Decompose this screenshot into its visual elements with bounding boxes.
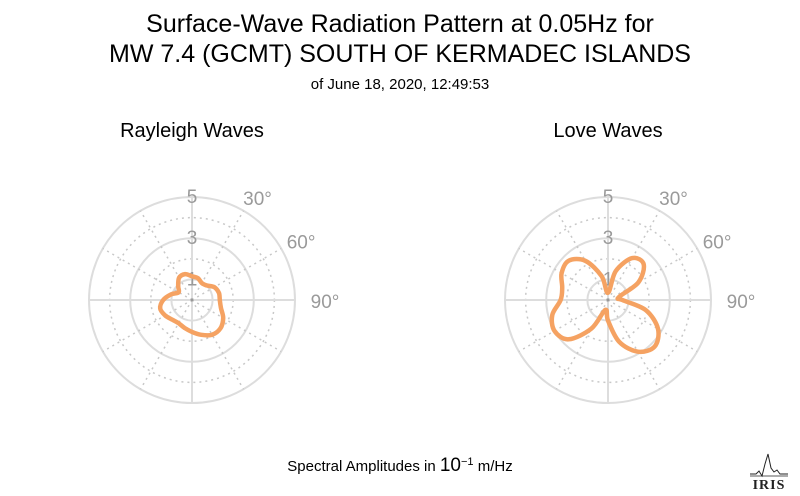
- spoke-150: [607, 299, 661, 390]
- iris-logo-text: IRIS: [753, 478, 786, 492]
- center-point: [190, 298, 194, 302]
- rayleigh-panel-title: Rayleigh Waves: [120, 120, 264, 142]
- spoke-330: [139, 210, 193, 301]
- radial-tick-label-5: 5: [603, 187, 614, 208]
- caption-unit: m/Hz: [473, 458, 513, 475]
- spoke-210: [139, 299, 193, 390]
- rayleigh-polar-chart: 1 3 5 30° 60° 90°: [88, 187, 339, 404]
- spoke-30: [607, 210, 661, 301]
- spoke-150: [191, 299, 245, 390]
- radiation-pattern-line: [157, 271, 226, 338]
- angle-label-60: 60°: [287, 233, 316, 254]
- amplitude-units-caption: Spectral Amplitudes in 10−1 m/Hz: [0, 455, 800, 477]
- love-polar-chart: 1 3 5 30° 60° 90°: [504, 187, 755, 404]
- spoke-60: [607, 247, 698, 301]
- radiation-pattern-line: [549, 255, 661, 355]
- angle-label-30: 30°: [659, 189, 688, 210]
- angle-label-90: 90°: [727, 292, 756, 313]
- spoke-120: [191, 299, 282, 353]
- spoke-240: [518, 299, 609, 353]
- chart-title-line-2: MW 7.4 (GCMT) SOUTH OF KERMADEC ISLANDS: [109, 40, 691, 68]
- love-panel-title: Love Waves: [553, 120, 663, 142]
- chart-subtitle-date: of June 18, 2020, 12:49:53: [310, 76, 490, 93]
- radial-tick-label-5: 5: [187, 187, 198, 208]
- spoke-210: [555, 299, 609, 390]
- angle-label-90: 90°: [311, 292, 340, 313]
- spoke-120: [607, 299, 698, 353]
- angle-label-60: 60°: [703, 233, 732, 254]
- center-point: [606, 298, 610, 302]
- angle-label-30: 30°: [243, 189, 272, 210]
- spoke-60: [191, 247, 282, 301]
- radial-tick-label-3: 3: [187, 228, 198, 249]
- spoke-330: [555, 210, 609, 301]
- caption-prefix: Spectral Amplitudes in: [287, 458, 440, 475]
- radial-tick-label-1: 1: [187, 269, 198, 290]
- spoke-300: [102, 247, 193, 301]
- iris-logo: IRIS: [750, 453, 788, 492]
- caption-exponent: −1: [461, 456, 474, 468]
- caption-base: 10: [439, 455, 461, 476]
- radial-tick-label-1: 1: [603, 269, 614, 290]
- spoke-240: [102, 299, 193, 353]
- chart-title-line-1: Surface-Wave Radiation Pattern at 0.05Hz…: [146, 10, 654, 38]
- radial-tick-label-3: 3: [603, 228, 614, 249]
- spoke-30: [191, 210, 245, 301]
- spoke-300: [518, 247, 609, 301]
